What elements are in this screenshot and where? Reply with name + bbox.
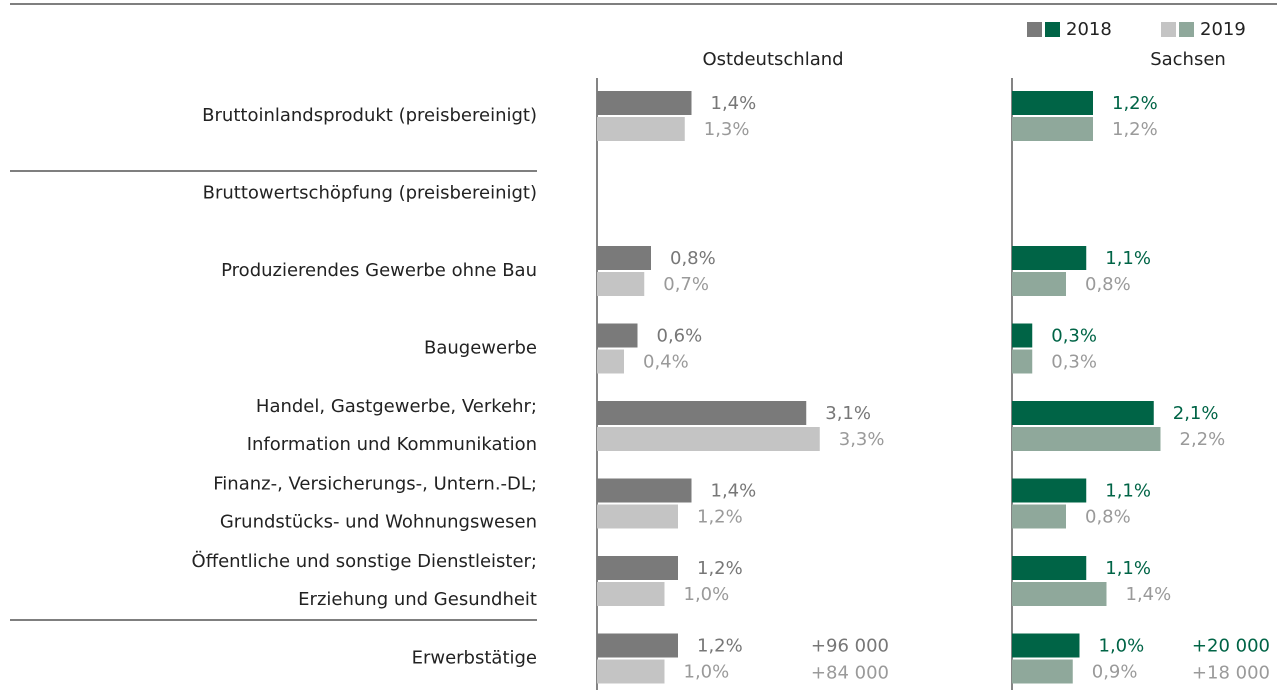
value-label: 0,8% [670, 248, 716, 269]
value-label: 1,2% [697, 507, 743, 528]
value-label: 2,2% [1180, 429, 1226, 450]
value-label: 0,6% [657, 326, 703, 347]
value-label: 1,0% [684, 662, 730, 683]
bar [597, 91, 692, 115]
legend-swatch [1027, 22, 1042, 37]
bar [1012, 659, 1073, 684]
annotation: +18 000 [1192, 663, 1270, 684]
value-label: 0,3% [1051, 326, 1097, 347]
value-label: 1,2% [697, 558, 743, 579]
legend-swatch [1045, 22, 1060, 37]
value-label: 2,1% [1173, 403, 1219, 424]
bar [597, 659, 665, 684]
bar [1012, 478, 1087, 503]
category-label: Baugewerbe [424, 338, 537, 359]
value-label: 1,3% [704, 119, 750, 140]
value-label: 0,9% [1092, 662, 1138, 683]
category-label: Produzierendes Gewerbe ohne Bau [221, 260, 537, 281]
legend-swatch [1161, 22, 1176, 37]
legend-label: 2018 [1066, 19, 1112, 40]
bar [1012, 427, 1161, 451]
value-label: 1,1% [1105, 248, 1151, 269]
value-label: 0,8% [1085, 507, 1131, 528]
category-label: Information und Kommunikation [247, 434, 537, 455]
value-label: 1,2% [1112, 93, 1158, 114]
bar [1012, 401, 1154, 425]
category-label: Bruttoinlandsprodukt (preisbereinigt) [202, 105, 537, 126]
value-label: 0,4% [643, 352, 689, 373]
category-label: Öffentliche und sonstige Dienstleister; [192, 550, 537, 572]
panel-title: Sachsen [1150, 49, 1226, 70]
bar [597, 272, 645, 296]
bar [597, 401, 807, 425]
value-label: 3,3% [839, 429, 885, 450]
bar [597, 504, 678, 529]
bar [597, 323, 638, 348]
bar [1012, 117, 1093, 141]
bar [597, 427, 820, 451]
value-label: 1,2% [1112, 119, 1158, 140]
panel-title: Ostdeutschland [702, 49, 843, 70]
bar [1012, 323, 1033, 348]
category-label: Grundstücks- und Wohnungswesen [220, 512, 537, 533]
value-label: 1,1% [1105, 558, 1151, 579]
bar [1012, 91, 1093, 115]
bar [1012, 633, 1080, 658]
value-label: 1,0% [1099, 636, 1145, 657]
category-label: Handel, Gastgewerbe, Verkehr; [256, 396, 537, 417]
bar [1012, 246, 1087, 270]
value-label: 0,7% [663, 274, 709, 295]
legend-swatch [1179, 22, 1194, 37]
value-label: 3,1% [825, 403, 871, 424]
bar [1012, 272, 1066, 296]
bar [1012, 504, 1066, 529]
annotation: +84 000 [811, 663, 889, 684]
value-label: 1,4% [1126, 584, 1172, 605]
bar [597, 582, 665, 606]
value-label: 1,0% [684, 584, 730, 605]
annotation: +20 000 [1192, 636, 1270, 657]
bar [597, 246, 651, 270]
bar [597, 478, 692, 503]
value-label: 1,1% [1105, 481, 1151, 502]
bar [597, 117, 685, 141]
value-label: 0,3% [1051, 352, 1097, 373]
bar [597, 349, 624, 374]
bar [597, 633, 678, 658]
bar [1012, 349, 1033, 374]
category-label: Erziehung und Gesundheit [298, 589, 537, 610]
value-label: 0,8% [1085, 274, 1131, 295]
legend-label: 2019 [1200, 19, 1246, 40]
category-label: Erwerbstätige [412, 648, 537, 669]
category-label: Finanz-, Versicherungs-, Untern.-DL; [213, 474, 537, 495]
category-label: Bruttowertschöpfung (preisbereinigt) [203, 183, 537, 204]
bar [1012, 556, 1087, 580]
bar [1012, 582, 1107, 606]
value-label: 1,4% [711, 93, 757, 114]
value-label: 1,2% [697, 636, 743, 657]
bar [597, 556, 678, 580]
annotation: +96 000 [811, 636, 889, 657]
value-label: 1,4% [711, 481, 757, 502]
